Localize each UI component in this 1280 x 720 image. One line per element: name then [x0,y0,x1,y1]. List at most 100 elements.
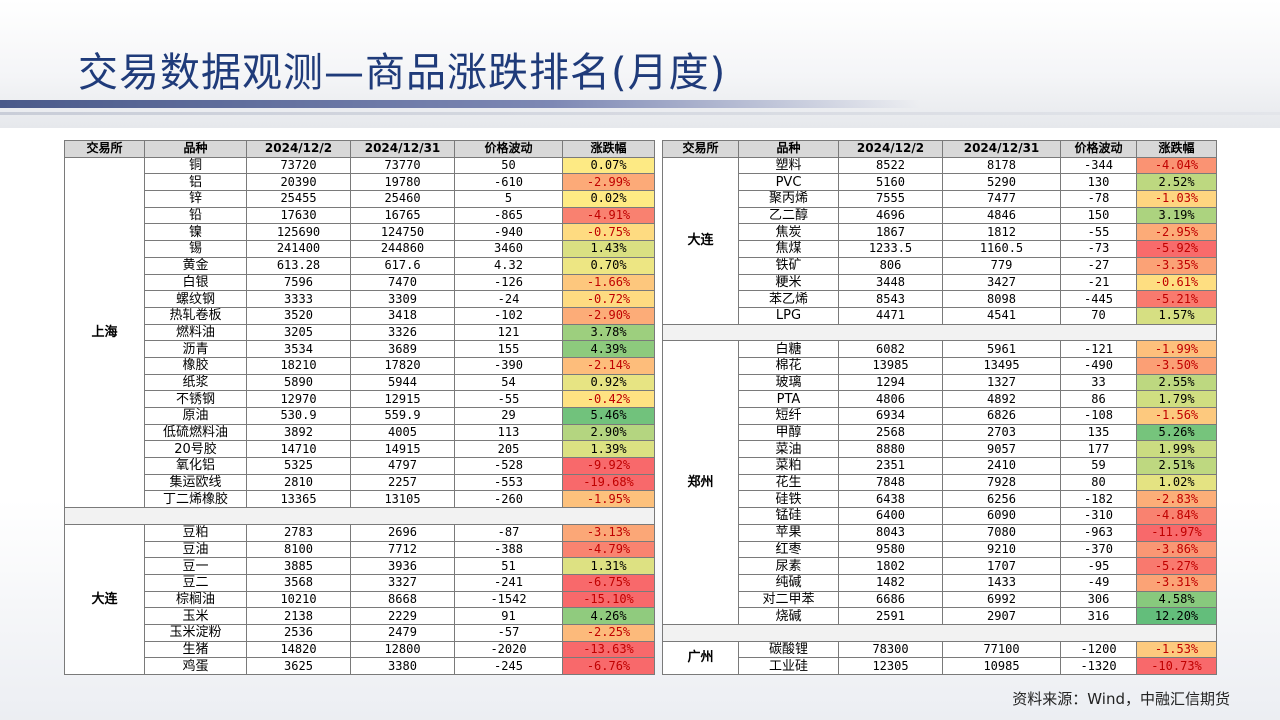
pct-change: -3.50% [1136,356,1217,375]
price-start: 10210 [246,590,351,609]
price-change: -2020 [454,640,563,659]
commodity-name: 豆一 [144,557,247,575]
price-start: 4471 [838,306,943,325]
price-change: -1200 [1060,640,1137,659]
commodity-name: 焦炭 [738,223,839,242]
table-row: PVC 5160 5290 130 2.52% [663,173,1217,192]
price-end: 1160.5 [942,240,1061,258]
table-row: 菜粕 2351 2410 59 2.51% [663,457,1217,475]
pct-change: 1.57% [1136,306,1217,325]
pct-change: -4.04% [1136,156,1217,175]
commodity-name: 黄金 [144,256,247,275]
price-change: -1320 [1060,657,1137,675]
price-change: 113 [454,423,563,442]
price-start: 8522 [838,156,943,175]
table-row: 玉米淀粉 2536 2479 -57 -2.25% [65,623,655,642]
price-change: -445 [1060,290,1137,308]
table-row: 短纤 6934 6826 -108 -1.56% [663,407,1217,425]
price-change: 205 [454,440,563,459]
table-row: 工业硅 12305 10985 -1320 -10.73% [663,657,1217,675]
price-change: 121 [454,323,563,342]
price-change: -1542 [454,590,563,609]
price-change: -55 [454,390,563,408]
pct-change: 1.31% [562,557,655,575]
commodity-name: 塑料 [738,156,839,175]
pct-change: -2.14% [562,356,655,375]
commodity-name: 集运欧线 [144,473,247,492]
price-end: 6090 [942,507,1061,525]
price-start: 3534 [246,340,351,358]
table-row: 沥青 3534 3689 155 4.39% [65,340,655,358]
commodity-name: 鸡蛋 [144,657,247,675]
price-change: 130 [1060,173,1137,192]
table-row: 豆一 3885 3936 51 1.31% [65,557,655,575]
pct-change: -10.73% [1136,657,1217,675]
exchange-cell: 广州 [662,640,739,676]
price-start: 2810 [246,473,351,492]
commodity-name: 碳酸锂 [738,640,839,659]
price-change: -963 [1060,523,1137,542]
price-start: 8880 [838,440,943,459]
table-row: 热轧卷板 3520 3418 -102 -2.90% [65,306,655,325]
table-row: 螺纹钢 3333 3309 -24 -0.72% [65,290,655,308]
price-change: -24 [454,290,563,308]
price-end: 25460 [350,190,455,208]
price-end: 2479 [350,623,455,642]
price-change: -121 [1060,340,1137,358]
price-end: 8098 [942,290,1061,308]
price-start: 7848 [838,473,943,492]
price-end: 12915 [350,390,455,408]
commodity-name: 热轧卷板 [144,306,247,325]
price-end: 3936 [350,557,455,575]
table-row: 苯乙烯 8543 8098 -445 -5.21% [663,290,1217,308]
price-end: 73770 [350,156,455,175]
price-start: 2568 [838,423,943,442]
table-row: PTA 4806 4892 86 1.79% [663,390,1217,408]
price-start: 20390 [246,173,351,192]
price-start: 12970 [246,390,351,408]
pct-change: 0.70% [562,256,655,275]
pct-change: 0.07% [562,156,655,175]
price-change: 4.32 [454,256,563,275]
table-row: 对二甲苯 6686 6992 306 4.58% [663,590,1217,609]
title-rule-thin [0,112,1280,115]
commodity-name: 玉米淀粉 [144,623,247,642]
commodity-name: 棉花 [738,356,839,375]
price-end: 3327 [350,573,455,592]
commodity-name: 焦煤 [738,240,839,258]
price-end: 7928 [942,473,1061,492]
price-change: -49 [1060,573,1137,592]
table-row: 玻璃 1294 1327 33 2.55% [663,373,1217,392]
price-end: 9057 [942,440,1061,459]
price-change: -528 [454,457,563,475]
price-start: 9580 [838,540,943,559]
table-row: 低硫燃料油 3892 4005 113 2.90% [65,423,655,442]
price-end: 779 [942,256,1061,275]
price-start: 78300 [838,640,943,659]
price-end: 1433 [942,573,1061,592]
table-row: 玉米 2138 2229 91 4.26% [65,607,655,625]
commodity-name: 硅铁 [738,490,839,509]
price-change: 59 [1060,457,1137,475]
price-start: 6934 [838,407,943,425]
price-end: 5290 [942,173,1061,192]
price-end: 2229 [350,607,455,625]
commodity-name: 棕榈油 [144,590,247,609]
price-start: 3448 [838,273,943,292]
commodity-table-right: 交易所 品种 2024/12/2 2024/12/31 价格波动 涨跌幅 大连 塑料 8522 8… [662,140,1217,676]
price-end: 4541 [942,306,1061,325]
table-row: 丁二烯橡胶 13365 13105 -260 -1.95% [65,490,655,509]
price-end: 124750 [350,223,455,242]
pct-change: 2.90% [562,423,655,442]
price-change: 86 [1060,390,1137,408]
price-change: -260 [454,490,563,509]
pct-change: 1.79% [1136,390,1217,408]
price-change: 316 [1060,607,1137,625]
table-row: 铁矿 806 779 -27 -3.35% [663,256,1217,275]
price-change: 150 [1060,206,1137,225]
table-row: 烧碱 2591 2907 316 12.20% [663,607,1217,625]
price-change: -182 [1060,490,1137,509]
price-change: -390 [454,356,563,375]
price-change: -245 [454,657,563,675]
pct-change: -4.79% [562,540,655,559]
